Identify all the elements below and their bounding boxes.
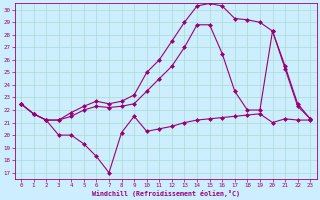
X-axis label: Windchill (Refroidissement éolien,°C): Windchill (Refroidissement éolien,°C) [92, 190, 240, 197]
